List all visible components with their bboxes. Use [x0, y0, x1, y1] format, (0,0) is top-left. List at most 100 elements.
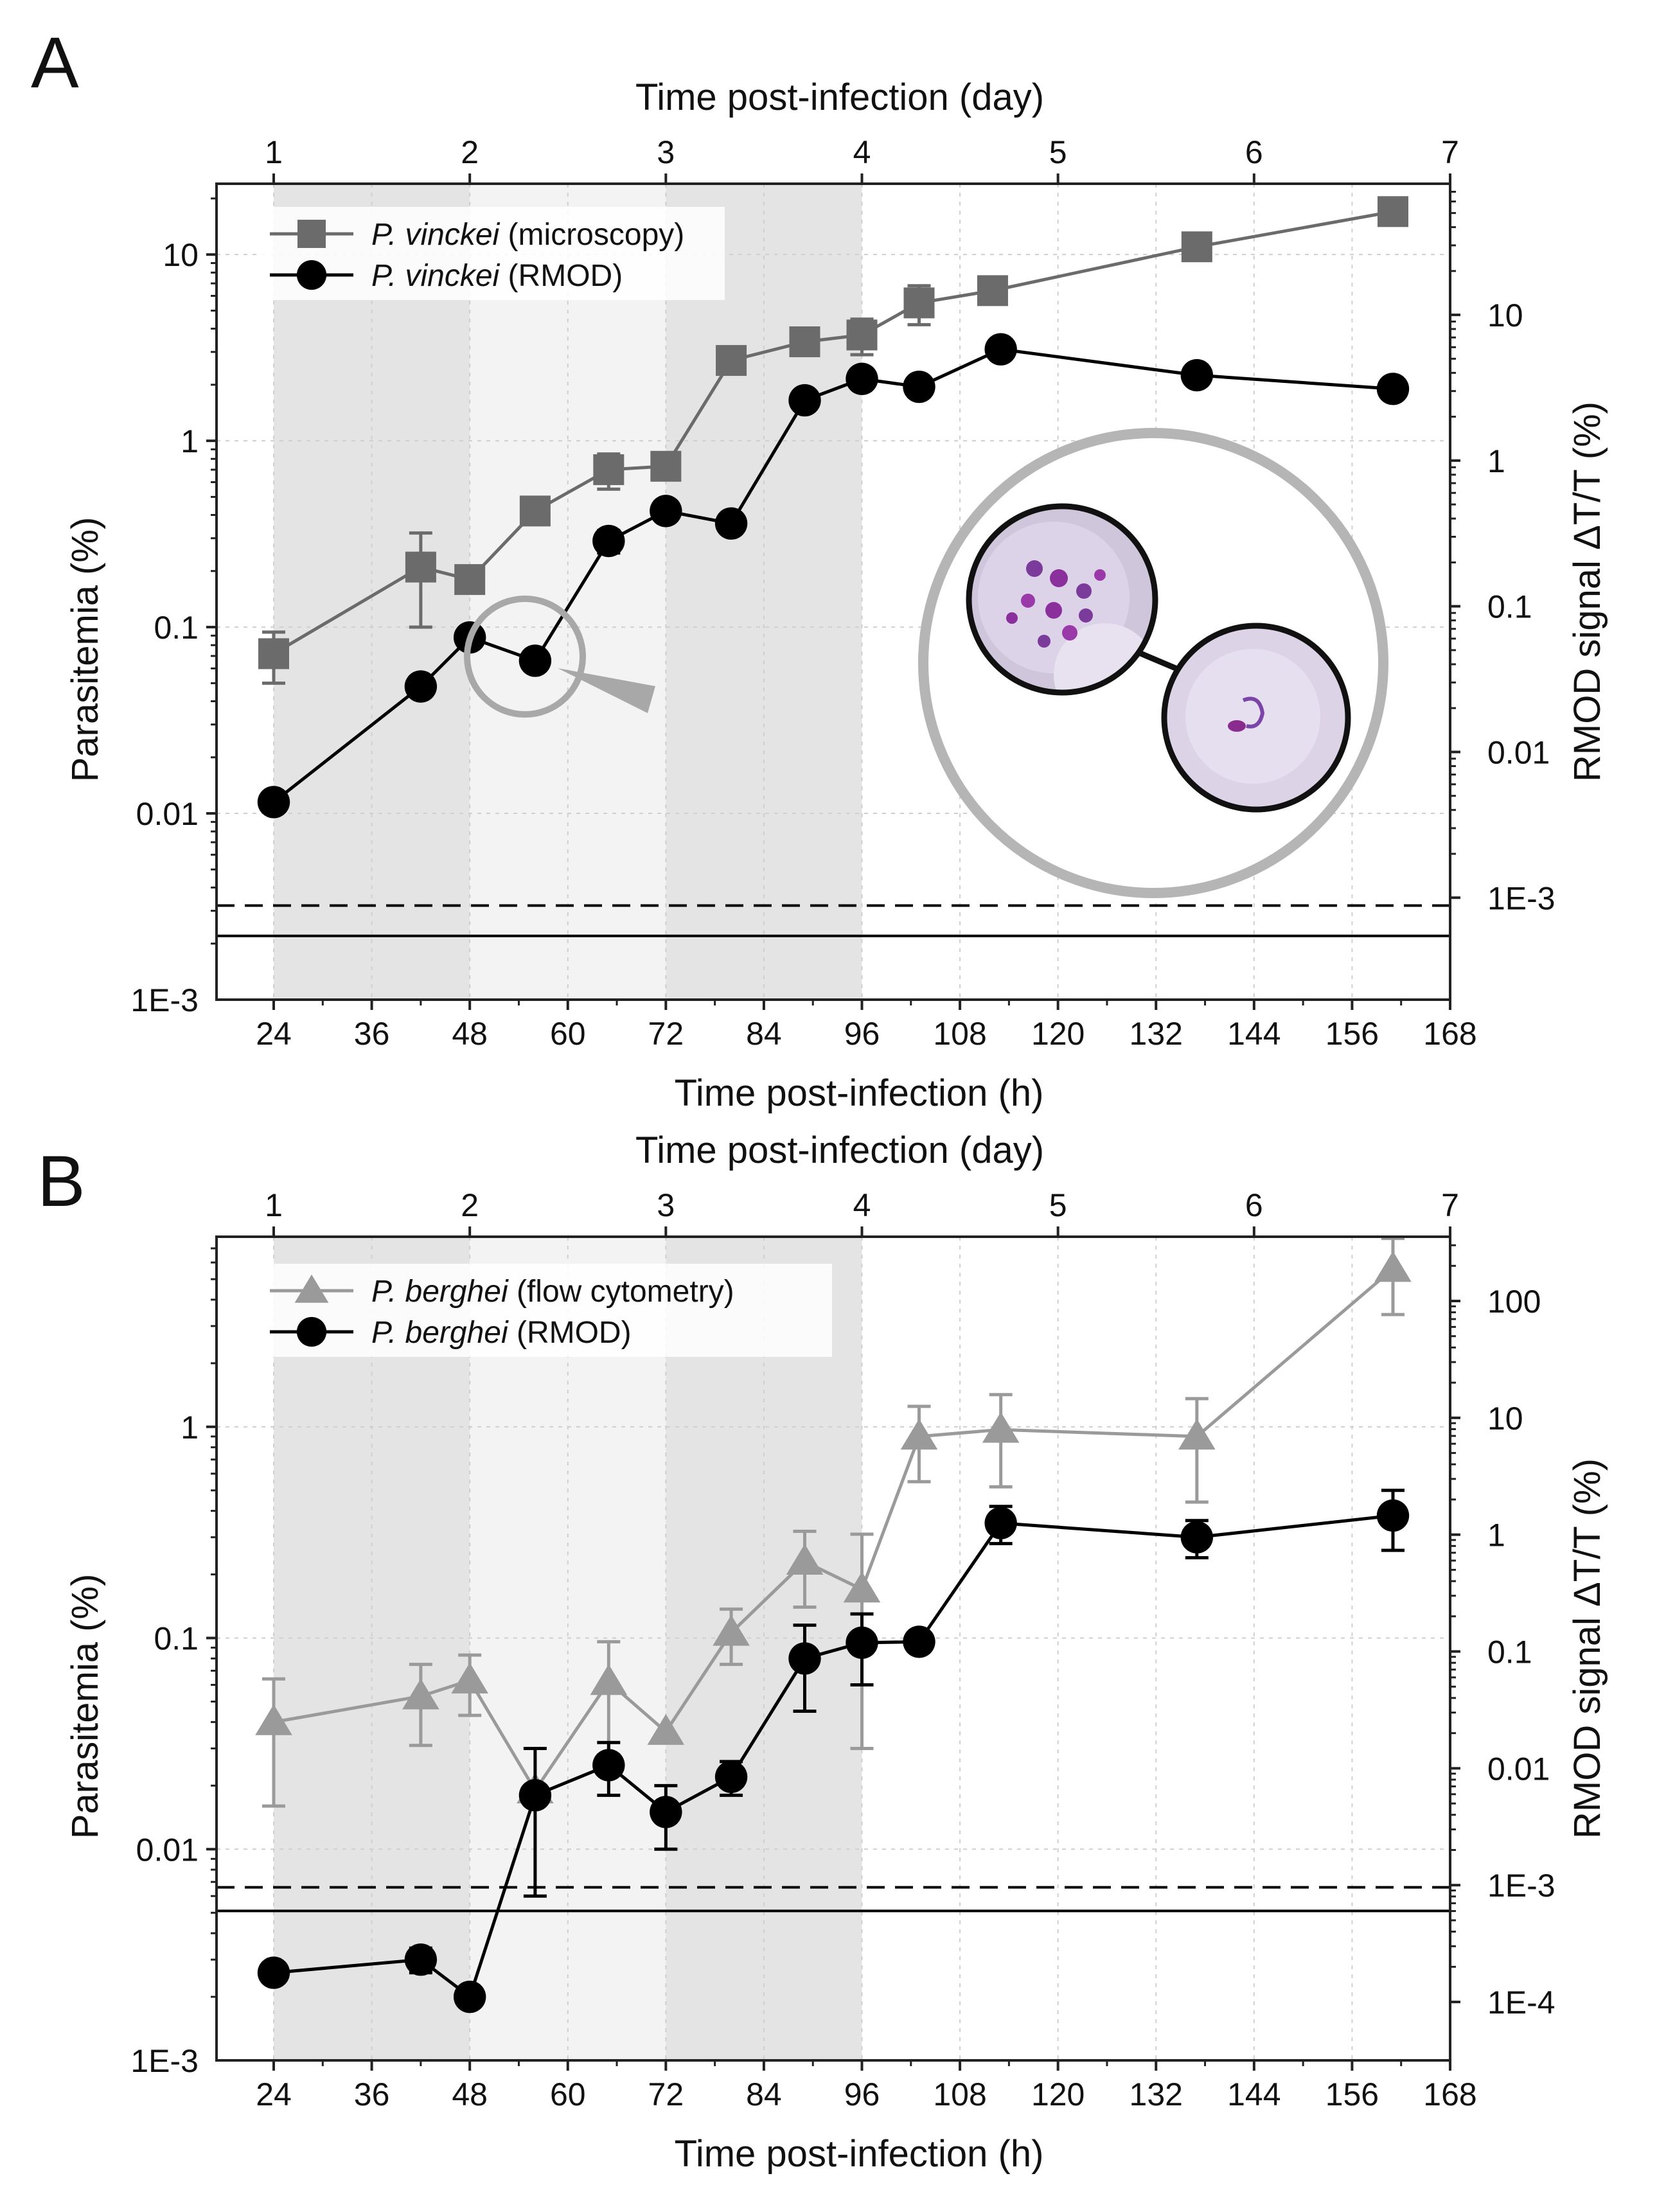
y2-tick-label: 1E-3 [1487, 1868, 1555, 1904]
panel-b-axes-frame: 24 36 48 60 72 84 96 108 120 132 144 156 168 1 2 3 4 5 6 7 T… [64, 1129, 1608, 2175]
x-tick-label: 72 [648, 1016, 684, 1052]
data-point-triangle [982, 1411, 1020, 1443]
x2-tick-label: 5 [1049, 1187, 1067, 1223]
data-point-circle [846, 1626, 878, 1659]
panel-b-threshold-lines [217, 1886, 1450, 1913]
panel-b-series [255, 1237, 1412, 2013]
data-point-circle [1180, 358, 1214, 392]
x-tick-label: 144 [1227, 2076, 1281, 2112]
legend-method: (flow cytometry) [508, 1275, 734, 1309]
x-tick-label: 84 [746, 1016, 782, 1052]
day-band-2 [470, 1237, 666, 2060]
y2-tick-label: 1 [1487, 443, 1505, 479]
data-point-circle [650, 495, 682, 527]
y2-tick-label: 0.1 [1487, 1634, 1532, 1670]
x-tick-label: 96 [844, 1016, 880, 1052]
data-point-square [519, 495, 551, 527]
data-point-square [1181, 231, 1212, 263]
x2-axis-title: Time post-infection (day) [635, 1129, 1044, 1171]
panel-a-series [257, 196, 1410, 818]
legend-species: P. berghei [371, 1275, 509, 1309]
data-point-square [593, 454, 625, 486]
x-tick-label: 144 [1227, 1016, 1281, 1052]
x2-tick-label: 4 [853, 134, 871, 170]
y2-tick-label: 0.1 [1487, 589, 1532, 625]
x2-tick-label: 1 [265, 134, 283, 170]
legend-method: (RMOD) [499, 259, 623, 293]
y-tick-label: 0.01 [136, 796, 199, 832]
y2-tick-label: 10 [1487, 297, 1523, 333]
x-tick-label: 36 [354, 1016, 390, 1052]
legend-label: P. berghei (flow cytometry) [371, 1275, 734, 1309]
legend-method: (microscopy) [499, 218, 684, 252]
x-tick-label: 60 [550, 2076, 586, 2112]
data-point-square [903, 287, 935, 319]
panel-label-a: A [31, 22, 79, 103]
x-tick-label: 48 [452, 1016, 488, 1052]
x-tick-label: 84 [746, 2076, 782, 2112]
y2-tick-label: 1 [1487, 1517, 1505, 1553]
x2-tick-label: 1 [265, 1187, 283, 1223]
data-point-circle [1376, 373, 1410, 405]
y-tick-label: 10 [163, 237, 199, 273]
data-point-circle [296, 260, 327, 290]
data-point-circle [714, 507, 748, 540]
x2-tick-label: 7 [1441, 1187, 1459, 1223]
inset-callout-pointer [558, 668, 655, 713]
data-point-circle [404, 1943, 438, 1976]
data-point-circle [592, 524, 625, 558]
panel-b-chart: 24 36 48 60 72 84 96 108 120 132 144 156 168 1 2 3 4 5 6 7 T… [64, 1129, 1608, 2175]
data-point-square [789, 326, 820, 358]
inset-callout-circle [464, 596, 586, 718]
legend-entry-2: P. berghei (RMOD) [270, 1316, 632, 1350]
y-tick-label: 0.1 [154, 1621, 199, 1657]
series-2 [257, 1489, 1410, 2013]
x-tick-label: 36 [354, 2076, 390, 2112]
data-point-triangle [713, 1615, 750, 1646]
y-tick-label: 0.01 [136, 1832, 199, 1868]
data-point-triangle [1178, 1419, 1216, 1450]
y-tick-label-bottom: 1E-3 [130, 982, 199, 1018]
data-point-triangle [590, 1664, 628, 1695]
y-axis-title: Parasitemia (%) [64, 517, 106, 783]
data-point-square [454, 564, 486, 596]
x-axis-title: Time post-infection (h) [675, 2133, 1044, 2175]
x2-tick-label: 2 [461, 134, 479, 170]
legend-method: (RMOD) [508, 1316, 632, 1350]
x-tick-label: 168 [1423, 1016, 1476, 1052]
data-point-circle [788, 384, 821, 417]
data-point-triangle [786, 1544, 824, 1575]
x-tick-label: 168 [1423, 2076, 1476, 2112]
day-band-1 [274, 1237, 470, 2060]
y2-tick-label: 10 [1487, 1401, 1523, 1437]
day-band-3 [666, 1237, 862, 2060]
panel-b-legend: P. berghei (flow cytometry)P. berghei (R… [257, 1264, 832, 1357]
x-tick-label: 48 [452, 2076, 488, 2112]
y2-tick-label: 1E-3 [1487, 880, 1555, 916]
x-tick-label: 156 [1325, 1016, 1379, 1052]
y2-tick-label: 0.01 [1487, 734, 1550, 770]
x-tick-label: 24 [256, 1016, 292, 1052]
blood-smear-inset [464, 428, 1388, 898]
data-point-triangle [294, 1274, 329, 1303]
legend-box [257, 1264, 832, 1357]
series-1 [258, 196, 1408, 685]
legend-label: P. vinckei (microscopy) [371, 218, 684, 252]
data-point-circle [296, 1316, 327, 1347]
panel-label-b: B [37, 1141, 85, 1221]
x-tick-label: 96 [844, 2076, 880, 2112]
legend-entry-1: P. berghei (flow cytometry) [270, 1274, 734, 1309]
data-point-square [650, 450, 682, 482]
legend-species: P. vinckei [371, 218, 501, 252]
y2-tick-label: 100 [1487, 1284, 1541, 1320]
data-point-circle [257, 1956, 290, 1989]
x-tick-label: 156 [1325, 2076, 1379, 2112]
x2-axis-title: Time post-infection (day) [635, 76, 1044, 118]
x-tick-label: 24 [256, 2076, 292, 2112]
data-point-circle [984, 333, 1017, 366]
data-point-square [405, 551, 436, 583]
data-point-triangle [647, 1713, 685, 1745]
data-point-triangle [451, 1662, 488, 1694]
data-point-triangle [900, 1419, 938, 1450]
legend-label: P. berghei (RMOD) [371, 1316, 632, 1350]
